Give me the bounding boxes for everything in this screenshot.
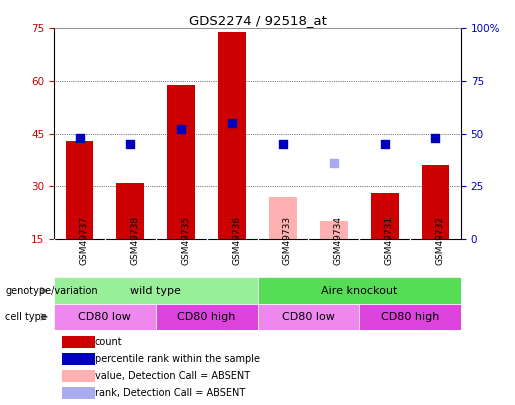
Bar <box>269 197 297 239</box>
Text: GSM49734: GSM49734 <box>334 216 343 265</box>
Point <box>177 126 185 133</box>
Bar <box>371 193 399 239</box>
Text: CD80 low: CD80 low <box>78 312 131 322</box>
Bar <box>218 32 246 239</box>
Text: value, Detection Call = ABSENT: value, Detection Call = ABSENT <box>95 371 250 381</box>
Point <box>432 134 440 141</box>
Text: GSM49735: GSM49735 <box>181 216 190 265</box>
Text: CD80 high: CD80 high <box>381 312 439 322</box>
Point <box>381 141 389 147</box>
Point <box>279 141 287 147</box>
Bar <box>258 304 359 330</box>
Bar <box>54 277 258 304</box>
Bar <box>156 304 258 330</box>
Point <box>330 160 338 166</box>
Bar <box>116 183 144 239</box>
Bar <box>359 304 461 330</box>
Text: CD80 high: CD80 high <box>178 312 236 322</box>
Bar <box>62 353 95 365</box>
Title: GDS2274 / 92518_at: GDS2274 / 92518_at <box>188 14 327 27</box>
Point <box>75 134 83 141</box>
Text: GSM49731: GSM49731 <box>385 216 393 265</box>
Text: GSM49737: GSM49737 <box>79 216 89 265</box>
Text: cell type: cell type <box>5 312 47 322</box>
Text: count: count <box>95 337 123 347</box>
Text: GSM49738: GSM49738 <box>130 216 140 265</box>
Bar <box>62 370 95 382</box>
Bar <box>167 85 195 239</box>
Text: rank, Detection Call = ABSENT: rank, Detection Call = ABSENT <box>95 388 245 398</box>
Text: GSM49733: GSM49733 <box>283 216 292 265</box>
Bar <box>62 337 95 348</box>
Bar <box>320 222 348 239</box>
Text: GSM49732: GSM49732 <box>436 216 444 265</box>
Bar <box>65 141 94 239</box>
Bar <box>54 304 156 330</box>
Point <box>228 120 236 126</box>
Text: Aire knockout: Aire knockout <box>321 286 398 296</box>
Point <box>126 141 134 147</box>
Text: percentile rank within the sample: percentile rank within the sample <box>95 354 260 364</box>
Bar <box>62 387 95 399</box>
Text: genotype/variation: genotype/variation <box>5 286 98 296</box>
Text: CD80 low: CD80 low <box>282 312 335 322</box>
Text: wild type: wild type <box>130 286 181 296</box>
Bar <box>421 165 450 239</box>
Text: GSM49736: GSM49736 <box>232 216 241 265</box>
Bar <box>258 277 461 304</box>
